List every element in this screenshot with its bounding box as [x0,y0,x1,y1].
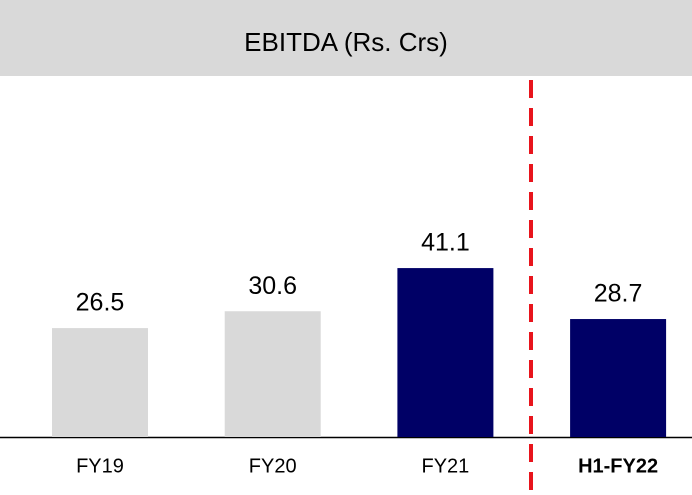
title-banner [0,0,692,76]
value-label: 30.6 [248,272,297,300]
chart-title: EBITDA (Rs. Crs) [244,27,448,57]
bar [570,319,667,437]
value-label: 28.7 [594,280,643,308]
value-label: 26.5 [76,289,125,317]
value-label: 41.1 [421,229,470,257]
bar [397,268,494,437]
bar [52,328,148,437]
x-tick-label: FY19 [76,455,124,477]
x-tick-label: H1-FY22 [578,455,658,477]
x-tick-label: FY20 [249,455,297,477]
bar [224,311,321,437]
x-tick-label: FY21 [421,455,469,477]
